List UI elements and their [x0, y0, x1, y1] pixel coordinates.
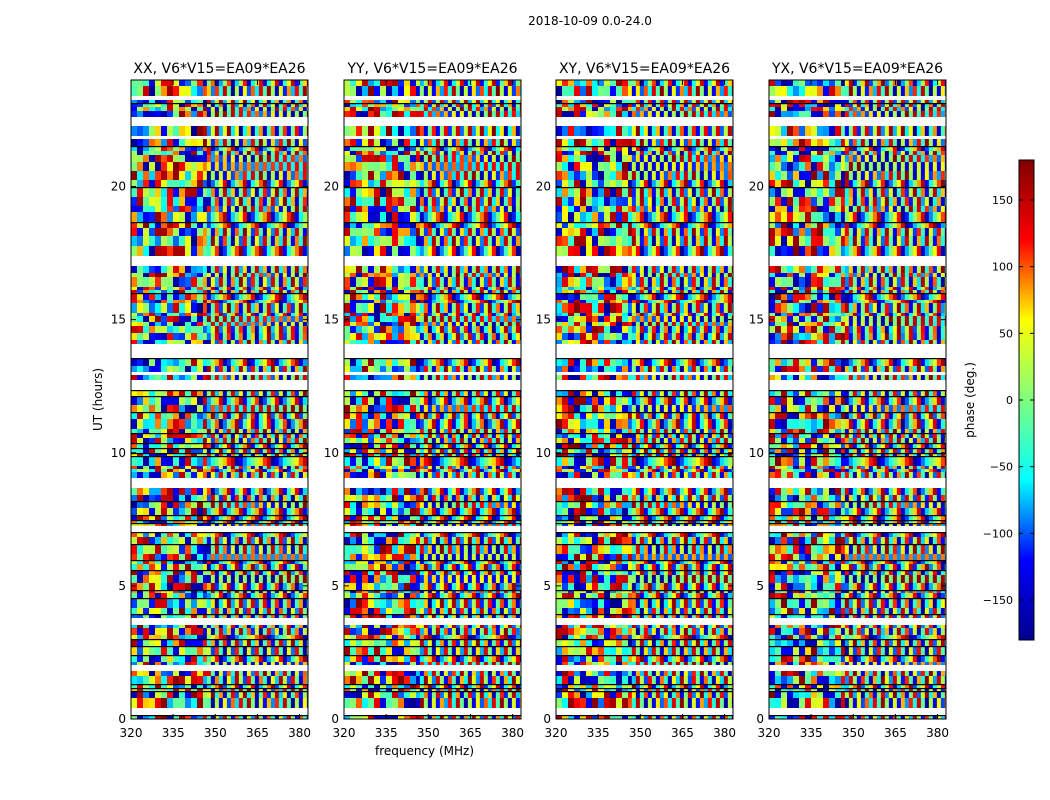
x-tick-label: 365: [671, 726, 694, 740]
heatmap-panel-0: XX, V6*V15=EA09*EA26 320 335 350 365 380 0 5 10 1…: [91, 61, 311, 740]
y-tick-label: 10: [536, 446, 551, 460]
y-tick-label: 10: [324, 446, 339, 460]
x-tick-label: 335: [587, 726, 610, 740]
colorbar-tick-label: −150: [983, 594, 1013, 607]
y-tick-label: 20: [324, 180, 339, 194]
x-tick-label: 320: [545, 726, 568, 740]
x-tick-label: 350: [204, 726, 227, 740]
heatmap-cells: [769, 80, 946, 719]
panel-title-1: YY, V6*V15=EA09*EA26: [346, 61, 517, 77]
colorbar-tick-label: −100: [983, 527, 1013, 540]
x-tick-label: 365: [884, 726, 907, 740]
x-tick-label: 380: [713, 726, 736, 740]
x-tick-label: 335: [800, 726, 823, 740]
colorbar-tick-label: 100: [992, 261, 1013, 274]
y-tick-label: 15: [749, 313, 764, 327]
y-tick-label: 0: [118, 712, 126, 726]
colorbar-tick-label: 0: [1006, 394, 1013, 407]
y-tick-label: 20: [111, 180, 126, 194]
colorbar-label: phase (deg.): [963, 362, 977, 438]
y-tick-label: 5: [756, 579, 764, 593]
x-tick-label: 335: [375, 726, 398, 740]
y-tick-label: 10: [111, 446, 126, 460]
heatmap-cells: [344, 80, 521, 719]
axes-frame-0: [130, 79, 309, 720]
y-tick-label: 5: [331, 579, 339, 593]
heatmap-panel-3: YX, V6*V15=EA09*EA26 320 335 350 365 380 0 5 10 1…: [749, 61, 949, 740]
panel-title-2: XY, V6*V15=EA09*EA26: [559, 61, 730, 77]
heatmap-panel-1: YY, V6*V15=EA09*EA26 320 335 350 365 380 0 5 10 1…: [324, 61, 524, 758]
y-tick-label: 0: [331, 712, 339, 726]
axes-frame-2: [555, 79, 734, 720]
x-tick-label: 335: [162, 726, 185, 740]
x-tick-label: 320: [758, 726, 781, 740]
y-tick-label: 0: [543, 712, 551, 726]
heatmap-panel-2: XY, V6*V15=EA09*EA26 320 335 350 365 380 0 5 10 1…: [536, 61, 736, 740]
x-axis-label: frequency (MHz): [375, 744, 474, 758]
x-tick-label: 380: [926, 726, 949, 740]
axes-frame-1: [343, 79, 522, 720]
axes-frame-3: [768, 79, 947, 720]
x-tick-label: 380: [501, 726, 524, 740]
panel-title-0: XX, V6*V15=EA09*EA26: [133, 61, 305, 77]
y-tick-label: 15: [536, 313, 551, 327]
x-tick-label: 365: [459, 726, 482, 740]
y-axis-label: UT (hours): [91, 368, 105, 431]
colorbar-tick-label: 150: [992, 194, 1013, 207]
y-tick-label: 20: [536, 180, 551, 194]
y-tick-label: 0: [756, 712, 764, 726]
x-tick-label: 365: [246, 726, 269, 740]
x-tick-label: 320: [120, 726, 143, 740]
y-tick-label: 20: [749, 180, 764, 194]
y-tick-label: 10: [749, 446, 764, 460]
figure-suptitle: 2018-10-09 0.0-24.0: [528, 14, 652, 28]
panel-title-3: YX, V6*V15=EA09*EA26: [771, 61, 943, 77]
heatmap-cells: [131, 80, 308, 719]
heatmap-cells: [556, 80, 733, 719]
y-tick-label: 15: [111, 313, 126, 327]
colorbar-tick-label: 50: [999, 327, 1013, 340]
y-tick-label: 5: [118, 579, 126, 593]
colorbar-tick-label: −50: [990, 461, 1013, 474]
x-tick-label: 320: [333, 726, 356, 740]
x-tick-label: 350: [842, 726, 865, 740]
y-tick-label: 5: [543, 579, 551, 593]
y-tick-label: 15: [324, 313, 339, 327]
x-tick-label: 350: [629, 726, 652, 740]
x-tick-label: 380: [288, 726, 311, 740]
x-tick-label: 350: [417, 726, 440, 740]
